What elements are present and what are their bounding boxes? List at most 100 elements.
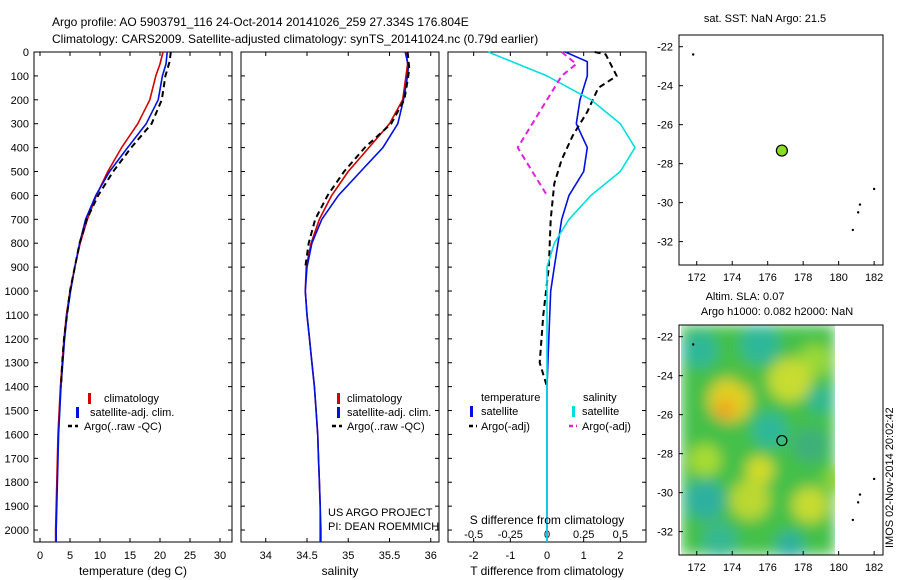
series-line-2: [60, 51, 172, 387]
x-tick-label: 2: [617, 550, 623, 562]
depth-tick-label: 1700: [5, 453, 29, 465]
map-y-tick-label: -32: [657, 527, 673, 539]
sla-map: 172 174 176 178 180 182 -22 -24 -26 -28 -30 -32: [657, 332, 883, 574]
map-y-tick-label: -22: [657, 42, 673, 54]
legend-swatch-climatology: [337, 393, 340, 404]
legend-label-argo: Argo(..raw -QC): [84, 421, 162, 433]
x-tick-label: 15: [124, 550, 136, 562]
header-line-1: Argo profile: AO 5903791_116 24-Oct-2014…: [52, 15, 469, 29]
x-tick-label: 36: [425, 550, 437, 562]
map-y-tick-label: -32: [657, 237, 673, 249]
depth-tick-label: 1000: [5, 286, 29, 298]
temperature-legend: climatology satellite-adj. clim. Argo(..…: [68, 393, 174, 433]
series-line-2: [487, 51, 636, 542]
sla-blob: [730, 480, 770, 520]
s-tick-label: 0.5: [613, 529, 628, 541]
map-x-tick-label: 180: [829, 272, 847, 284]
series-line-3: [516, 51, 578, 196]
map-y-tick-label: -26: [657, 410, 673, 422]
map-x-tick-label: 172: [688, 272, 706, 284]
x-tick-label: 25: [184, 550, 196, 562]
difference-legend: temperature salinity satellite Argo(-adj…: [469, 392, 631, 433]
map-x-tick-label: 180: [829, 562, 847, 574]
x-tick-label: 10: [94, 550, 106, 562]
sla-blob: [746, 456, 774, 484]
x-tick-label: 30: [214, 550, 226, 562]
legend-label-climatology: climatology: [104, 393, 160, 405]
coast-point: [691, 343, 695, 346]
difference-x-label: T difference from climatology: [470, 564, 624, 578]
salinity-plot: 34 34.5 35 35.5 36: [260, 51, 437, 562]
pi-label: PI: DEAN ROEMMICH: [328, 521, 439, 533]
legend-label-satellite: satellite-adj. clim.: [90, 407, 174, 419]
legend-label-temp-satellite: satellite: [481, 406, 518, 418]
sla-blob: [752, 412, 788, 448]
coast-point: [856, 501, 860, 504]
coast-point: [858, 493, 862, 496]
temperature-plot-frame: [33, 51, 233, 543]
map-x-tick-label: 176: [759, 272, 777, 284]
legend-label-temp-argo: Argo(-adj): [481, 421, 530, 433]
s-tick-label: -0.5: [464, 529, 483, 541]
map-x-tick-label: 174: [723, 272, 741, 284]
map-y-tick-label: -28: [657, 449, 673, 461]
argo-position-marker: [776, 434, 788, 447]
coast-point: [856, 211, 860, 214]
series-line-1: [538, 51, 618, 387]
sla-blob: [685, 480, 725, 520]
depth-tick-label: 1500: [5, 406, 29, 418]
sla-blob: [740, 325, 780, 365]
sla-map-frame: [678, 324, 884, 556]
sla-blob: [768, 358, 812, 402]
map-y-tick-label: -24: [657, 371, 673, 383]
map-y-tick-label: -24: [657, 81, 673, 93]
x-tick-label: 35: [342, 550, 354, 562]
sst-map-title: sat. SST: NaN Argo: 21.5: [704, 13, 826, 25]
map-y-tick-label: -26: [657, 120, 673, 132]
legend-label-satellite: satellite-adj. clim.: [347, 407, 431, 419]
depth-tick-label: 1300: [5, 358, 29, 370]
series-line-0: [54, 51, 164, 542]
series-line-0: [546, 51, 589, 542]
map-x-tick-label: 178: [794, 272, 812, 284]
map-x-tick-label: 182: [865, 272, 883, 284]
map-x-tick-label: 172: [688, 562, 706, 574]
depth-tick-label: 1400: [5, 382, 29, 394]
depth-tick-label: 800: [11, 238, 29, 250]
difference-plot: -2 -1 0 1 2-0.5 -0.25 0 0.25 0.5: [464, 51, 636, 562]
argo-position-marker: [775, 144, 788, 157]
s-tick-label: 0.25: [573, 529, 594, 541]
sla-blob: [792, 487, 828, 523]
salinity-plot-frame: [240, 51, 440, 543]
depth-tick-label: 600: [11, 190, 29, 202]
sla-blob: [682, 332, 718, 368]
depth-tick-label: 1100: [5, 310, 29, 322]
x-tick-label: 34: [260, 550, 272, 562]
depth-tick-label: 1900: [5, 501, 29, 513]
header-line-2: Climatology: CARS2009. Satellite-adjuste…: [52, 32, 538, 46]
series-line-2: [304, 51, 411, 268]
sst-map: 172 174 176 178 180 182 -22 -24 -26 -28 -30 -32: [657, 42, 883, 284]
sla-blob: [733, 363, 757, 387]
legend-label-argo: Argo(..raw -QC): [347, 421, 425, 433]
depth-tick-label: 1800: [5, 477, 29, 489]
sla-blob: [792, 427, 828, 463]
map-y-tick-label: -30: [657, 198, 673, 210]
series-line-1: [55, 51, 168, 542]
map-x-tick-label: 174: [723, 562, 741, 574]
coast-point: [872, 187, 876, 191]
coast-point: [851, 518, 855, 522]
depth-tick-label: 300: [11, 119, 29, 131]
depth-tick-label: 700: [11, 214, 29, 226]
sla-blob: [715, 400, 735, 420]
sla-blob: [776, 531, 804, 555]
depth-tick-label: 500: [11, 167, 29, 179]
series-line-0: [304, 51, 409, 542]
sst-map-frame: [678, 34, 884, 266]
salinity-x-label: salinity: [322, 564, 359, 578]
map-x-tick-label: 182: [865, 562, 883, 574]
legend-swatch-climatology: [88, 393, 91, 404]
coast-point: [872, 477, 876, 481]
temperature-x-label: temperature (deg C): [79, 564, 187, 578]
